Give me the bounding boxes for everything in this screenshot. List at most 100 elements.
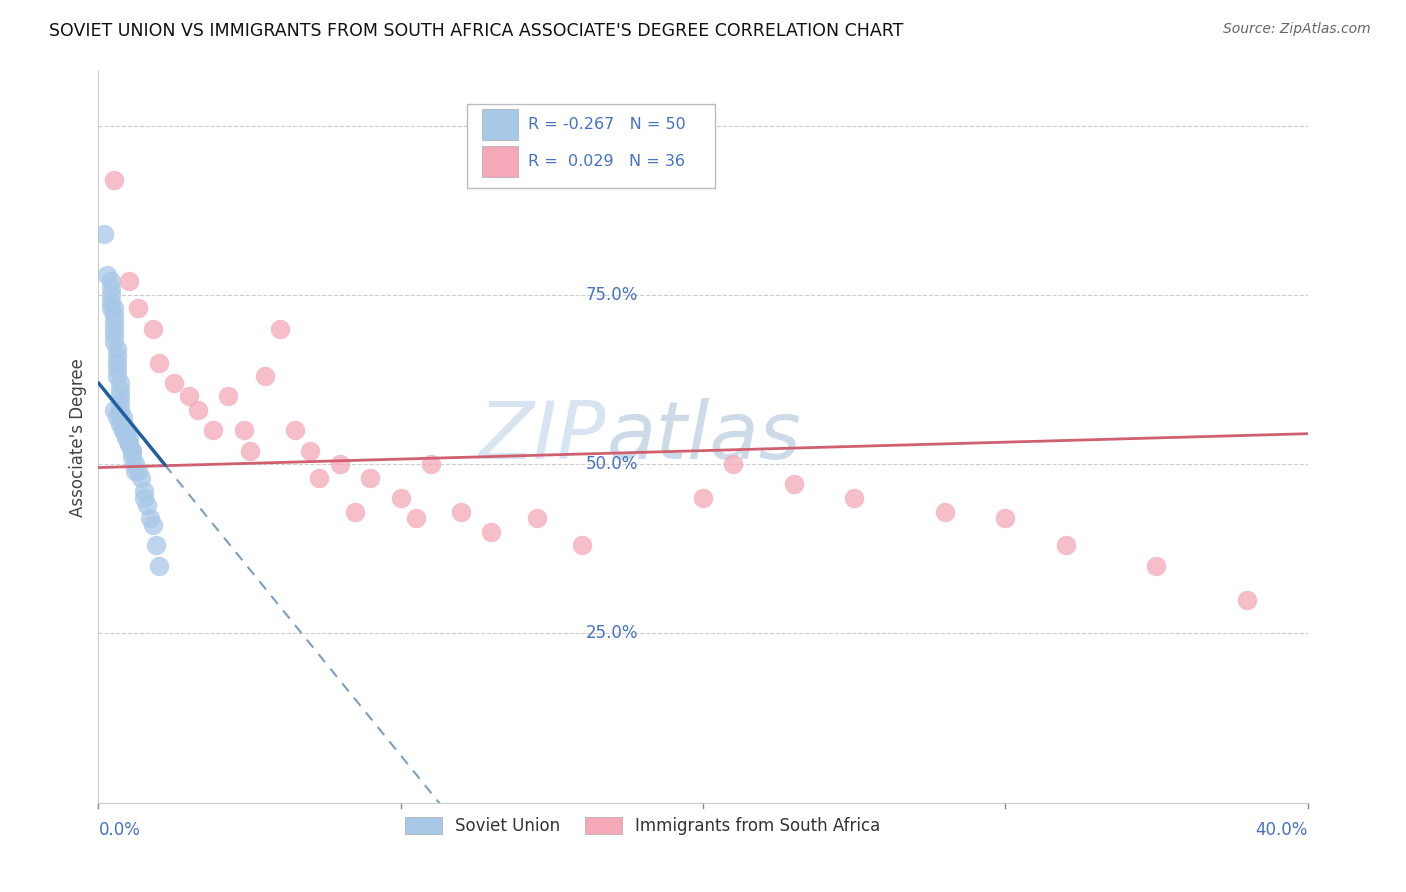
Text: 0.0%: 0.0% — [98, 821, 141, 839]
Point — [100, 281, 122, 295]
Point — [105, 409, 128, 424]
Point — [179, 389, 201, 403]
Point — [105, 342, 128, 356]
Point — [103, 403, 125, 417]
Text: Source: ZipAtlas.com: Source: ZipAtlas.com — [1223, 22, 1371, 37]
Point — [142, 518, 165, 533]
Point — [111, 423, 134, 437]
Point — [450, 505, 472, 519]
Point — [118, 430, 141, 444]
Y-axis label: Associate's Degree: Associate's Degree — [69, 358, 87, 516]
Point — [103, 308, 125, 322]
Text: ZIP: ZIP — [479, 398, 606, 476]
Point — [135, 498, 157, 512]
Point — [481, 524, 503, 539]
Point — [142, 322, 165, 336]
Point — [103, 301, 125, 316]
Point — [103, 315, 125, 329]
Point — [105, 349, 128, 363]
Point — [100, 274, 122, 288]
Point — [103, 322, 125, 336]
Point — [526, 511, 548, 525]
Bar — [482, 110, 517, 140]
Point — [96, 268, 118, 282]
Point — [103, 335, 125, 350]
Point — [148, 355, 170, 369]
Point — [934, 505, 956, 519]
Point — [118, 437, 141, 451]
Point — [420, 457, 443, 471]
Text: SOVIET UNION VS IMMIGRANTS FROM SOUTH AFRICA ASSOCIATE'S DEGREE CORRELATION CHAR: SOVIET UNION VS IMMIGRANTS FROM SOUTH AF… — [49, 22, 904, 40]
Point — [132, 484, 155, 499]
Point — [139, 511, 162, 525]
Point — [1144, 558, 1167, 573]
Text: 40.0%: 40.0% — [1256, 821, 1308, 839]
Point — [299, 443, 322, 458]
Point — [308, 471, 330, 485]
Point — [121, 443, 143, 458]
Point — [108, 383, 131, 397]
Point — [100, 288, 122, 302]
Point — [571, 538, 593, 552]
Point — [1236, 592, 1258, 607]
Point — [108, 389, 131, 403]
Point — [127, 464, 149, 478]
Text: 25.0%: 25.0% — [586, 624, 638, 642]
Text: 50.0%: 50.0% — [586, 455, 638, 473]
Point — [103, 172, 125, 186]
Point — [105, 355, 128, 369]
Point — [118, 437, 141, 451]
Point — [329, 457, 352, 471]
Point — [389, 491, 412, 505]
Point — [405, 511, 427, 525]
Point — [129, 471, 152, 485]
Point — [111, 409, 134, 424]
Point — [108, 396, 131, 410]
Point — [232, 423, 254, 437]
Point — [124, 464, 146, 478]
Point — [239, 443, 262, 458]
Point — [111, 423, 134, 437]
Point — [217, 389, 239, 403]
Legend: Soviet Union, Immigrants from South Africa: Soviet Union, Immigrants from South Afri… — [398, 811, 887, 842]
Point — [269, 322, 291, 336]
Point — [1054, 538, 1077, 552]
Point — [783, 477, 806, 491]
Point — [253, 369, 276, 384]
Point — [111, 417, 134, 431]
Point — [132, 491, 155, 505]
Point — [118, 274, 141, 288]
Point — [145, 538, 167, 552]
Point — [163, 376, 186, 390]
Text: R =  0.029   N = 36: R = 0.029 N = 36 — [527, 153, 685, 169]
Point — [114, 430, 136, 444]
Point — [114, 423, 136, 437]
Point — [121, 450, 143, 465]
Point — [103, 328, 125, 343]
Text: atlas: atlas — [606, 398, 801, 476]
Point — [121, 443, 143, 458]
Point — [187, 403, 209, 417]
Point — [114, 430, 136, 444]
Point — [844, 491, 866, 505]
Text: 100.0%: 100.0% — [586, 117, 648, 135]
Point — [127, 301, 149, 316]
Point — [93, 227, 115, 241]
Point — [105, 369, 128, 384]
Point — [108, 417, 131, 431]
FancyBboxPatch shape — [467, 104, 716, 188]
Point — [994, 511, 1017, 525]
Text: 75.0%: 75.0% — [586, 285, 638, 304]
Point — [284, 423, 307, 437]
Point — [360, 471, 382, 485]
Point — [108, 376, 131, 390]
Point — [202, 423, 225, 437]
Point — [723, 457, 745, 471]
Text: R = -0.267   N = 50: R = -0.267 N = 50 — [527, 117, 685, 132]
Point — [124, 457, 146, 471]
Point — [692, 491, 714, 505]
Point — [100, 301, 122, 316]
Point — [108, 403, 131, 417]
Bar — [482, 146, 517, 177]
Point — [100, 294, 122, 309]
